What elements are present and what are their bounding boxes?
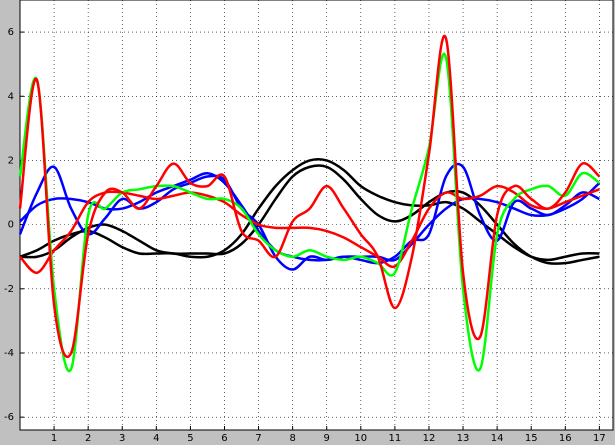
x-tick-label: 15 xyxy=(525,433,538,444)
plot-area xyxy=(19,0,614,431)
x-tick-label: 5 xyxy=(187,433,193,444)
series-line xyxy=(19,184,600,275)
series-line xyxy=(18,52,601,373)
y-tick-label: -6 xyxy=(4,412,14,423)
y-tick-label: 2 xyxy=(8,155,14,166)
y-tick-label: -2 xyxy=(4,284,14,295)
x-tick-label: 8 xyxy=(289,433,295,444)
x-tick-label: 13 xyxy=(457,433,470,444)
x-tick-label: 6 xyxy=(221,433,227,444)
series-line xyxy=(19,157,600,262)
x-tick-label: 14 xyxy=(491,433,504,444)
y-tick-label: -4 xyxy=(4,348,14,359)
x-tick-label: 4 xyxy=(153,433,159,444)
y-tick-label: 6 xyxy=(8,27,14,38)
y-tick-label: 4 xyxy=(8,91,14,102)
x-tick-label: 11 xyxy=(389,433,402,444)
x-tick-label: 12 xyxy=(423,433,436,444)
x-tick-label: 1 xyxy=(51,433,57,444)
x-tick-label: 17 xyxy=(593,433,606,444)
x-tick-label: 16 xyxy=(559,433,572,444)
series-line xyxy=(19,172,601,262)
series-line xyxy=(18,34,601,359)
y-tick-label: 0 xyxy=(8,220,14,231)
x-tick-label: 10 xyxy=(354,433,367,444)
x-tick-label: 2 xyxy=(85,433,91,444)
series-line xyxy=(18,162,600,271)
x-tick-label: 7 xyxy=(255,433,261,444)
x-tick-label: 9 xyxy=(324,433,330,444)
x-tick-label: 3 xyxy=(119,433,125,444)
